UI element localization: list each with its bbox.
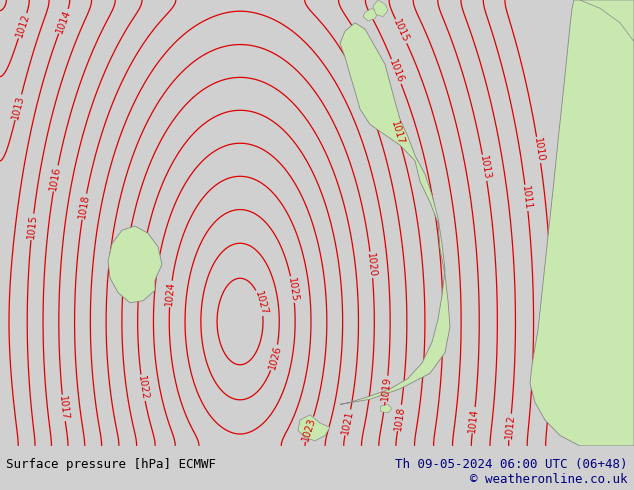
Text: 1026: 1026 [267, 344, 283, 371]
Text: 1018: 1018 [77, 194, 91, 220]
Text: 1020: 1020 [365, 252, 378, 278]
Polygon shape [530, 0, 634, 446]
Text: 1011: 1011 [520, 185, 533, 211]
Text: 1016: 1016 [387, 58, 406, 85]
Text: 1024: 1024 [164, 281, 177, 307]
Text: 1012: 1012 [504, 414, 516, 440]
Text: 1022: 1022 [136, 375, 150, 401]
Text: 1017: 1017 [389, 120, 406, 146]
Text: 1021: 1021 [340, 409, 356, 436]
Text: 1019: 1019 [380, 376, 393, 402]
Text: 1025: 1025 [286, 276, 300, 302]
Polygon shape [108, 226, 162, 303]
Text: 1013: 1013 [11, 94, 26, 121]
Text: 1027: 1027 [252, 290, 269, 316]
Text: 1014: 1014 [467, 408, 480, 433]
Text: 1012: 1012 [14, 12, 31, 39]
Text: 1014: 1014 [55, 8, 72, 34]
Text: Th 09-05-2024 06:00 UTC (06+48): Th 09-05-2024 06:00 UTC (06+48) [395, 458, 628, 471]
Polygon shape [298, 415, 330, 441]
Text: 1017: 1017 [57, 395, 70, 421]
Text: 1010: 1010 [532, 137, 545, 163]
Polygon shape [373, 0, 388, 17]
Text: 1015: 1015 [391, 18, 411, 45]
Text: 1016: 1016 [49, 166, 63, 192]
Text: © weatheronline.co.uk: © weatheronline.co.uk [470, 473, 628, 487]
Text: Surface pressure [hPa] ECMWF: Surface pressure [hPa] ECMWF [6, 458, 216, 471]
Text: 1013: 1013 [477, 155, 491, 181]
Text: 1023: 1023 [301, 416, 318, 442]
Polygon shape [363, 8, 378, 21]
Polygon shape [580, 0, 634, 42]
Text: 1018: 1018 [393, 405, 406, 431]
Polygon shape [380, 404, 392, 413]
Polygon shape [340, 23, 450, 404]
Text: 1015: 1015 [26, 214, 39, 240]
